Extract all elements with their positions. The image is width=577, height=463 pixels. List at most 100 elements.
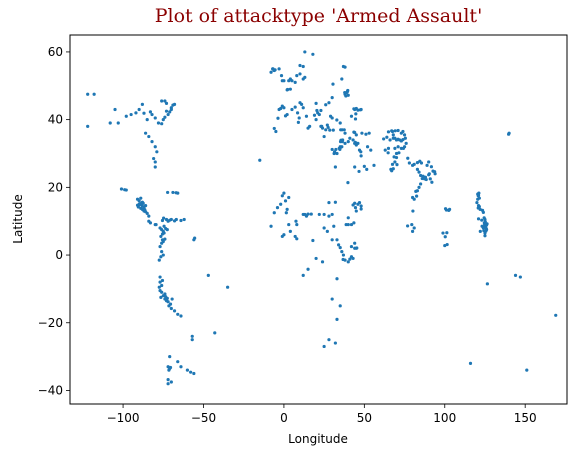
data-point: [349, 244, 354, 249]
data-point: [483, 222, 487, 227]
data-point: [143, 208, 147, 212]
data-point: [341, 253, 346, 257]
data-point: [157, 285, 161, 289]
data-point: [369, 148, 373, 152]
data-point: [144, 131, 148, 135]
data-point: [391, 167, 395, 171]
data-point: [351, 203, 355, 207]
data-point: [160, 232, 165, 236]
data-point: [179, 365, 183, 369]
data-point: [388, 138, 392, 142]
data-point: [179, 218, 183, 223]
data-point: [340, 250, 344, 254]
data-point: [386, 130, 391, 134]
data-point: [284, 211, 288, 215]
data-point: [159, 295, 163, 299]
data-point: [158, 275, 162, 279]
data-point: [443, 235, 447, 239]
data-point: [394, 151, 399, 156]
x-tick-label: 50: [357, 411, 372, 425]
data-point: [288, 87, 292, 91]
data-point: [340, 145, 344, 149]
data-point: [328, 128, 332, 132]
data-point: [333, 200, 337, 204]
data-point: [525, 368, 529, 372]
data-point: [334, 147, 338, 152]
data-point: [333, 341, 337, 345]
data-point: [159, 234, 163, 239]
data-point: [322, 344, 326, 349]
data-point: [280, 79, 284, 83]
data-point: [340, 77, 344, 81]
data-point: [330, 96, 334, 100]
data-point: [484, 228, 489, 232]
data-point: [445, 231, 449, 235]
data-point: [415, 167, 420, 171]
data-point: [412, 226, 416, 230]
data-point: [390, 162, 395, 166]
axes-frame: [69, 34, 568, 405]
data-point: [145, 211, 149, 216]
data-point: [354, 209, 358, 213]
data-point: [287, 222, 291, 227]
data-point: [295, 222, 299, 227]
data-point: [192, 371, 196, 376]
data-point: [272, 211, 276, 215]
data-point: [396, 145, 400, 149]
data-point: [365, 145, 370, 149]
data-point: [343, 258, 347, 262]
data-point: [354, 112, 358, 116]
data-point: [160, 99, 164, 103]
data-point: [407, 161, 411, 165]
y-tick-label: 40: [48, 113, 63, 127]
data-point: [213, 331, 217, 335]
data-point: [401, 129, 405, 134]
data-point: [430, 180, 434, 184]
data-point: [176, 360, 180, 364]
data-point: [441, 231, 445, 235]
data-point: [325, 229, 329, 233]
data-point: [428, 177, 432, 181]
data-point: [295, 237, 299, 241]
data-point: [113, 107, 117, 112]
data-point: [269, 224, 273, 228]
data-point: [447, 208, 451, 212]
data-point: [166, 112, 170, 117]
data-point: [190, 334, 194, 338]
data-point: [150, 112, 154, 117]
data-point: [360, 131, 364, 135]
y-tick-label: 60: [48, 45, 63, 59]
data-point: [406, 224, 410, 228]
data-point: [157, 258, 161, 262]
data-point: [274, 129, 278, 134]
data-point: [326, 125, 330, 130]
data-point: [315, 108, 319, 113]
x-axis-label: Longitude: [288, 432, 348, 446]
data-point: [304, 114, 309, 118]
data-point: [346, 260, 350, 264]
data-point: [397, 151, 401, 155]
data-point: [418, 159, 422, 163]
data-point: [356, 108, 360, 112]
data-point: [172, 102, 177, 106]
data-point: [165, 296, 169, 300]
data-point: [148, 110, 153, 114]
data-point: [290, 79, 294, 83]
data-point: [320, 260, 325, 264]
data-point: [362, 164, 366, 168]
data-point: [476, 217, 481, 221]
data-point: [335, 238, 339, 242]
data-point: [309, 212, 313, 216]
data-point: [160, 250, 164, 254]
y-tick-label: −40: [38, 383, 63, 397]
data-point: [554, 313, 558, 317]
data-point: [301, 64, 305, 69]
data-point: [306, 126, 310, 130]
data-point: [478, 229, 482, 233]
data-point: [424, 177, 428, 182]
data-point: [330, 297, 334, 301]
data-point: [343, 141, 347, 145]
data-point: [338, 304, 342, 308]
data-point: [311, 52, 315, 56]
